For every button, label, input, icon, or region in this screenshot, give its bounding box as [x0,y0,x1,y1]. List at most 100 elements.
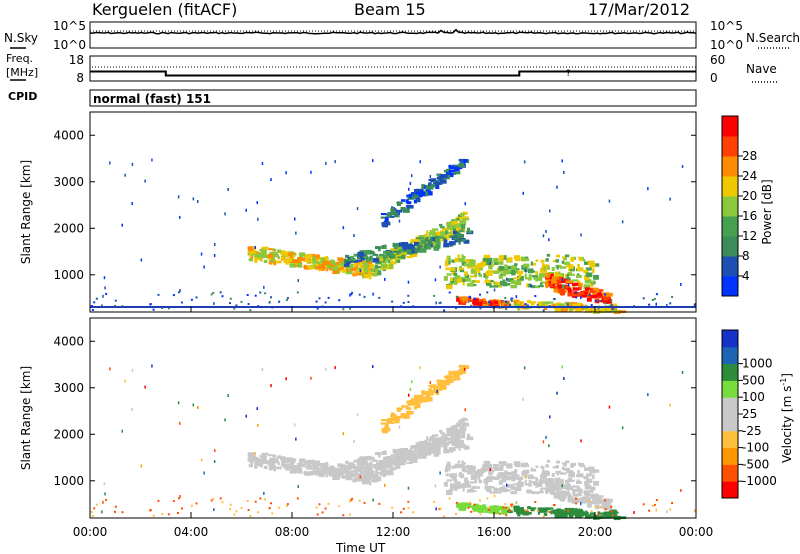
velocity-colorbar-swatch-0 [722,481,738,499]
velocity-echo-168 [365,469,372,474]
velocity-echo-492 [398,454,404,458]
velocity-echo-768 [593,469,600,473]
velocity-echo-1338 [479,513,482,516]
velocity-echo-675 [405,405,409,410]
velocity-echo-347 [441,433,447,437]
velocity-echo-424 [453,430,461,435]
power-echo-898 [540,281,547,284]
power-echo-1281 [611,308,614,310]
velocity-echo-1446 [621,426,624,430]
power-echo-163 [251,252,258,256]
power-echo-1261 [612,309,619,313]
power-echo-823 [578,256,581,260]
power-echo-934 [568,264,574,270]
velocity-echo-241 [341,475,346,479]
power-echo-383 [453,227,459,231]
velocity-echo-1254 [513,506,519,510]
power-echo-1045 [545,284,548,287]
power-echo-802 [557,271,561,275]
power-echo-788 [535,277,538,282]
velocity-label-main: Velocity [m s [780,386,794,463]
power-echo-759 [528,274,532,279]
velocity-echo-907 [514,486,522,492]
cpid-label: CPID [8,90,37,103]
velocity-echo-1212 [561,513,568,519]
power-echo-1219 [584,308,592,313]
velocity-echo-1386 [161,513,164,515]
velocity-echo-461 [399,453,404,457]
power-echo-1335 [178,291,180,294]
power-echo-1465 [567,283,570,287]
velocity-echo-1387 [468,501,471,504]
velocity-echo-622 [413,405,417,410]
velocity-echo-973 [499,476,503,479]
power-echo-725 [499,280,503,286]
power-echo-982 [593,293,600,298]
power-echo-1469 [179,215,181,219]
power-echo-460 [411,252,418,257]
velocity-echo-704 [413,400,419,405]
velocity-echo-305 [463,417,466,420]
velocity-echo-539 [467,433,471,439]
power-echo-440 [372,273,378,277]
velocity-echo-921 [488,471,493,476]
power-echo-1280 [114,299,117,302]
velocity-echo-1332 [190,504,193,507]
velocity-echo-1075 [577,498,585,503]
power-colorbar-swatch-3 [722,216,738,237]
velocity-echo-968 [585,478,593,484]
power-echo-1244 [513,301,521,307]
velocity-echo-949 [556,471,559,476]
velocity-echo-348 [390,454,394,457]
velocity-echo-982 [593,499,600,504]
power-echo-797 [484,279,492,284]
velocity-echo-824 [464,480,470,485]
velocity-echo-1320 [152,514,155,517]
velocity-echo-104 [263,465,268,470]
velocity-echo-1472 [510,503,512,507]
velocity-echo-403 [377,476,382,482]
velocity-echo-1308 [91,515,94,517]
velocity-echo-688 [454,377,461,381]
power-echo-1444 [104,286,106,290]
velocity-echo-698 [406,411,414,415]
power-echo-1406 [359,269,362,273]
power-echo-839 [571,279,579,282]
power-echo-637 [452,172,456,176]
power-echo-233 [284,251,287,256]
velocity-echo-1395 [257,511,260,514]
velocity-echo-434 [410,446,414,449]
velocity-echo-1408 [213,460,216,463]
power-echo-1116 [458,300,461,305]
velocity-echo-850 [493,476,500,480]
velocity-echo-1248 [566,507,569,511]
power-echo-910 [589,263,596,268]
velocity-echo-294 [419,445,422,451]
velocity-echo-804 [517,481,524,487]
power-echo-1459 [384,277,386,281]
velocity-echo-900 [504,470,508,476]
velocity-echo-849 [464,484,472,488]
power-echo-1255 [551,304,555,308]
velocity-echo-300 [387,466,390,469]
power-echo-702 [430,183,436,188]
velocity-echo-1364 [502,506,505,509]
power-echo-1449 [227,188,229,191]
velocity-echo-1489 [270,384,272,388]
power-echo-1294 [448,291,451,294]
power-echo-710 [429,185,434,190]
velocity-echo-1374 [526,510,529,513]
velocity-echo-1397 [443,515,446,518]
velocity-echo-508 [375,452,382,456]
power-echo-971 [451,259,455,263]
power-echo-1330 [473,297,476,300]
velocity-echo-864 [513,483,521,486]
velocity-echo-1166 [460,505,465,511]
velocity-echo-530 [423,451,428,457]
velocity-echo-428 [458,420,462,424]
velocity-echo-163 [251,458,258,462]
power-echo-184 [261,249,267,255]
power-echo-871 [525,256,529,260]
velocity-echo-1297 [271,512,274,515]
power-echo-1069 [546,282,550,287]
